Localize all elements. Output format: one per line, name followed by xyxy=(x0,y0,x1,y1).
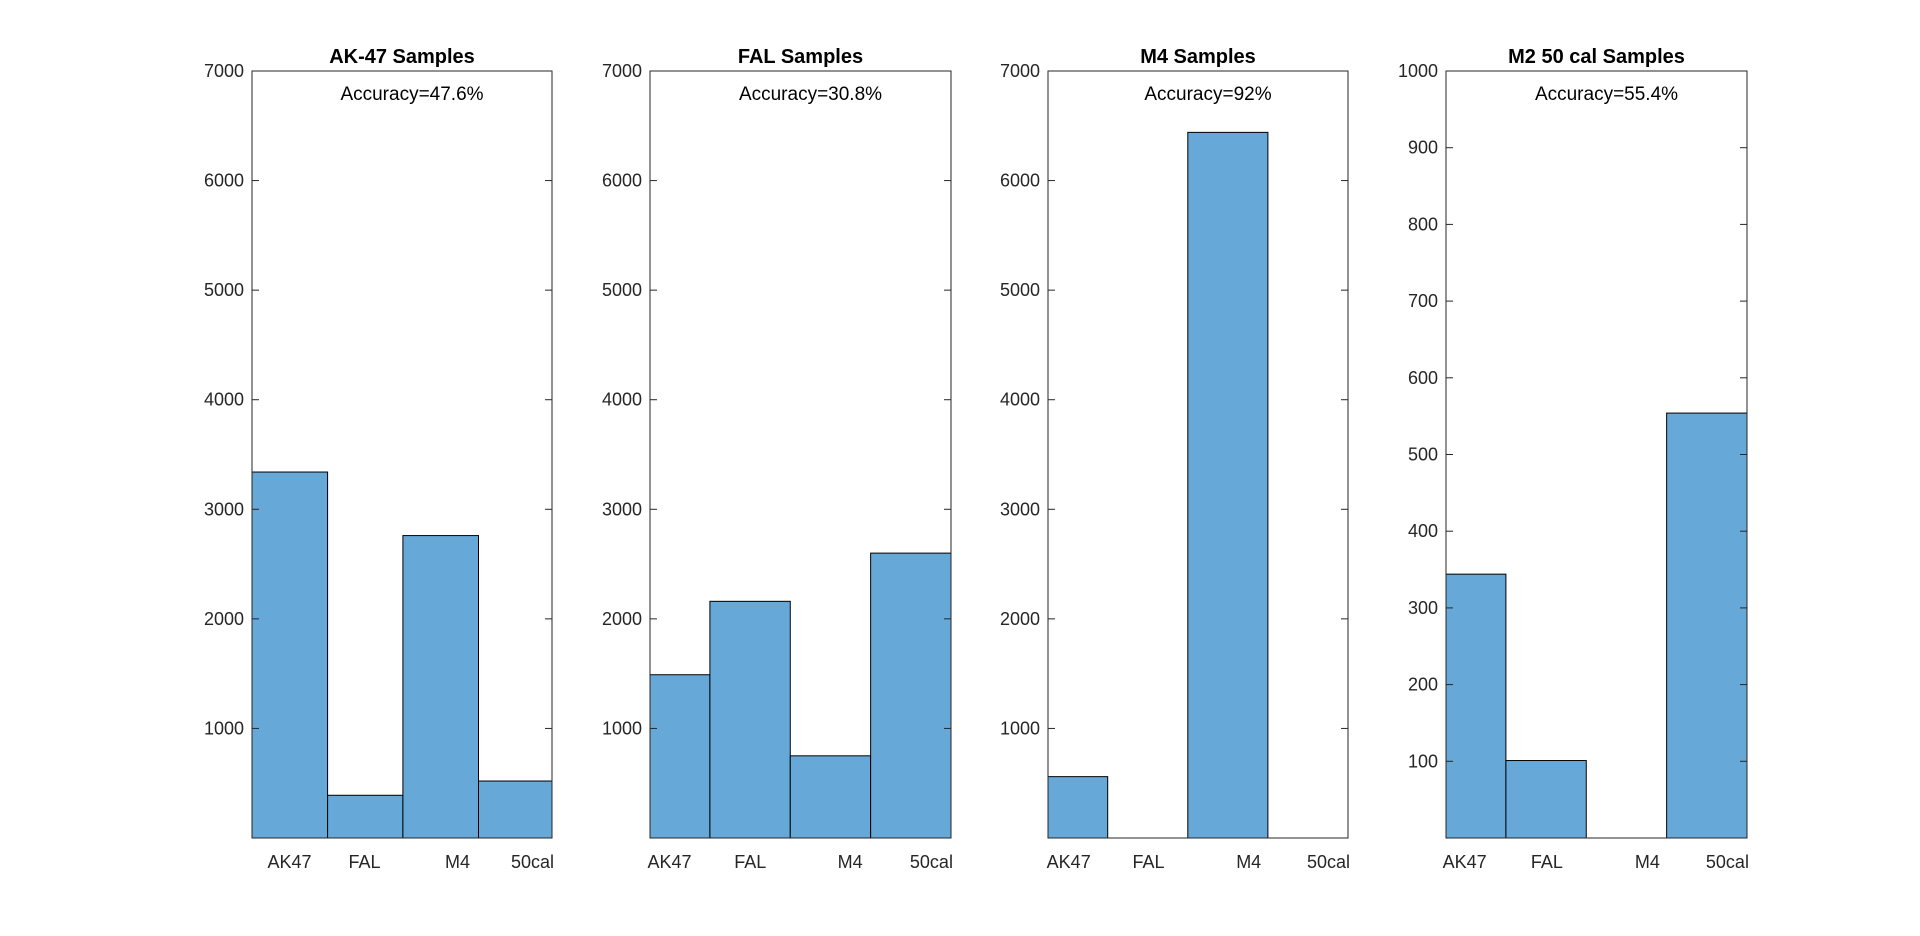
bar-m4 xyxy=(402,535,479,839)
y-tick-label: 5000 xyxy=(1000,280,1040,300)
subplot-1: 1000 2000 3000 4000 5000 6000 7000 AK47 FAL M4 50c… xyxy=(204,46,554,872)
accuracy-annotation: Accuracy=30.8% xyxy=(739,84,882,105)
x-tick-label-ak47: AK47 xyxy=(1047,852,1091,872)
x-tick-label-50cal: 50cal xyxy=(910,852,953,872)
y-tick-label: 1000 xyxy=(204,718,244,738)
y-tick-label: 7000 xyxy=(602,61,642,81)
subplot-3: 1000 2000 3000 4000 5000 6000 7000 AK47 FAL M4 50c… xyxy=(1000,46,1350,872)
axes-box xyxy=(251,70,553,839)
y-tick-label: 4000 xyxy=(204,390,244,410)
axes-box xyxy=(1047,70,1349,839)
y-tick-label: 3000 xyxy=(602,499,642,519)
bar-fal xyxy=(1505,760,1587,839)
y-tick-label: 200 xyxy=(1408,675,1438,695)
x-tick-label-fal: FAL xyxy=(1132,852,1164,872)
x-tick-label-50cal: 50cal xyxy=(511,852,554,872)
bar-50cal xyxy=(870,552,952,839)
y-tick-label: 1000 xyxy=(1000,718,1040,738)
bar-fal xyxy=(709,600,791,839)
x-tick-label-50cal: 50cal xyxy=(1706,852,1749,872)
bar-m4 xyxy=(1187,131,1269,839)
bar-fal xyxy=(327,794,404,839)
x-tick-label-ak47: AK47 xyxy=(1443,852,1487,872)
x-tick-label-m4: M4 xyxy=(838,852,863,872)
accuracy-annotation: Accuracy=55.4% xyxy=(1535,84,1678,105)
y-tick-label: 5000 xyxy=(602,280,642,300)
y-tick-label: 4000 xyxy=(1000,390,1040,410)
chart-title: AK-47 Samples xyxy=(329,46,475,68)
bar-ak47 xyxy=(251,471,329,839)
y-tick-label: 800 xyxy=(1408,214,1438,234)
bar-m4 xyxy=(789,755,872,839)
chart-title: M4 Samples xyxy=(1140,46,1256,68)
x-tick-label-fal: FAL xyxy=(1531,852,1563,872)
y-tick-label: 2000 xyxy=(204,609,244,629)
y-tick-label: 7000 xyxy=(204,61,244,81)
subplot-2: 1000 2000 3000 4000 5000 6000 7000 AK47 FAL M4 50c… xyxy=(602,46,953,872)
bar-ak47 xyxy=(1445,573,1507,839)
y-tick-label: 4000 xyxy=(602,390,642,410)
x-tick-label-m4: M4 xyxy=(1236,852,1261,872)
y-tick-label: 3000 xyxy=(204,499,244,519)
y-tick-label: 900 xyxy=(1408,138,1438,158)
accuracy-annotation: Accuracy=92% xyxy=(1144,84,1271,105)
x-tick-label-m4: M4 xyxy=(1635,852,1660,872)
accuracy-annotation: Accuracy=47.6% xyxy=(340,84,483,105)
x-tick-label-fal: FAL xyxy=(734,852,766,872)
x-tick-label-ak47: AK47 xyxy=(648,852,692,872)
x-tick-label-ak47: AK47 xyxy=(267,852,311,872)
y-tick-label: 2000 xyxy=(602,609,642,629)
bar-ak47 xyxy=(1047,776,1109,839)
y-tick-label: 700 xyxy=(1408,291,1438,311)
y-tick-label: 5000 xyxy=(204,280,244,300)
subplot-4: 100 200 300 400 500 600 700 800 900 1000 AK47 FAL M4… xyxy=(1398,46,1749,872)
y-tick-label: 7000 xyxy=(1000,61,1040,81)
y-tick-label: 600 xyxy=(1408,368,1438,388)
y-tick-label: 500 xyxy=(1408,445,1438,465)
x-tick-label-fal: FAL xyxy=(348,852,380,872)
y-tick-label: 300 xyxy=(1408,598,1438,618)
x-tick-label-50cal: 50cal xyxy=(1307,852,1350,872)
y-tick-label: 1000 xyxy=(1398,61,1438,81)
axes-box xyxy=(649,70,952,839)
bar-50cal xyxy=(478,780,553,839)
y-tick-label: 100 xyxy=(1408,751,1438,771)
y-tick-label: 6000 xyxy=(204,171,244,191)
chart-title: FAL Samples xyxy=(738,46,863,68)
bar-50cal xyxy=(1666,412,1748,839)
y-tick-label: 6000 xyxy=(1000,171,1040,191)
y-tick-label: 3000 xyxy=(1000,499,1040,519)
y-tick-label: 400 xyxy=(1408,521,1438,541)
bar-ak47 xyxy=(649,674,711,839)
y-tick-label: 2000 xyxy=(1000,609,1040,629)
chart-title: M2 50 cal Samples xyxy=(1508,46,1685,68)
y-tick-label: 6000 xyxy=(602,171,642,191)
x-tick-label-m4: M4 xyxy=(445,852,470,872)
y-tick-label: 1000 xyxy=(602,718,642,738)
